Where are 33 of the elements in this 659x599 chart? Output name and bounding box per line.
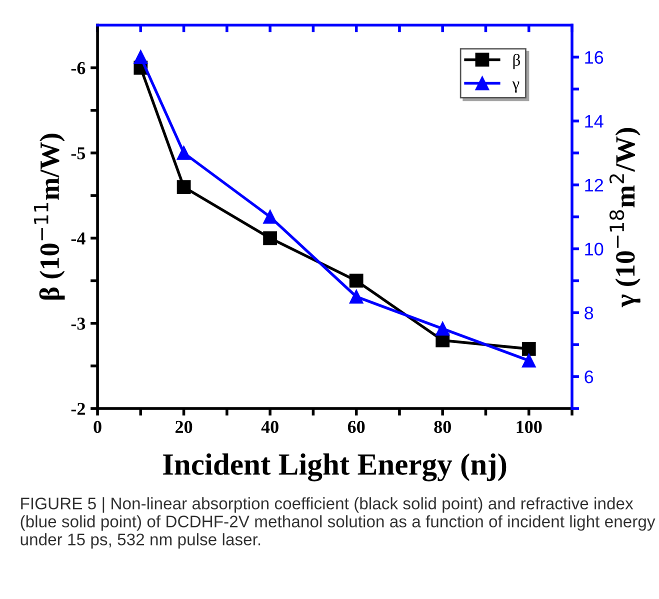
- point: [522, 342, 536, 356]
- point: [349, 290, 364, 304]
- point: [134, 50, 148, 64]
- x-tick-label: 60: [348, 420, 365, 434]
- y-tick-label: -4: [71, 232, 86, 244]
- y-tick-label: -2: [71, 402, 85, 415]
- y-tick-label: -3: [71, 318, 86, 330]
- point: [176, 146, 191, 160]
- point: [522, 354, 536, 368]
- y-tick-label: -6: [71, 62, 86, 74]
- legend-label: β: [513, 54, 520, 70]
- y2-tick-label: 12: [585, 178, 603, 192]
- y2-tick-label: 6: [584, 370, 594, 384]
- x-tick-label: 80: [434, 420, 451, 434]
- y2-tick-label: 14: [585, 115, 604, 128]
- y2-axis-title: γ (10$^{−18}$m$^{2}$/W): [609, 128, 640, 308]
- point: [436, 322, 450, 336]
- point: [263, 231, 278, 246]
- y-axis-title: β (10$^{−11}$m/W): [34, 134, 65, 300]
- caption: FIGURE 5 | Non-linear absorption coefficient (black solid point) and refractive index (blue solid point) of DCDHF-2V methanol solution as a function of incident light energy under 15 ps, 532 nm pulse laser.: [20, 497, 656, 549]
- y2-tick-label: 10: [585, 242, 604, 256]
- x-tick-label: 100: [516, 420, 542, 434]
- point: [349, 274, 364, 288]
- x-axis-title: Incident Light Energy (nj): [163, 453, 506, 482]
- x-tick-label: 0: [94, 420, 102, 434]
- point: [176, 180, 191, 194]
- y2-tick-label: 8: [584, 306, 594, 320]
- x-tick-label: 20: [176, 420, 192, 434]
- x-tick-label: 40: [261, 420, 278, 434]
- legend-label: γ: [512, 81, 520, 93]
- y2-tick-label: 16: [585, 51, 604, 64]
- y-tick-label: -5: [71, 147, 86, 160]
- point: [263, 210, 278, 224]
